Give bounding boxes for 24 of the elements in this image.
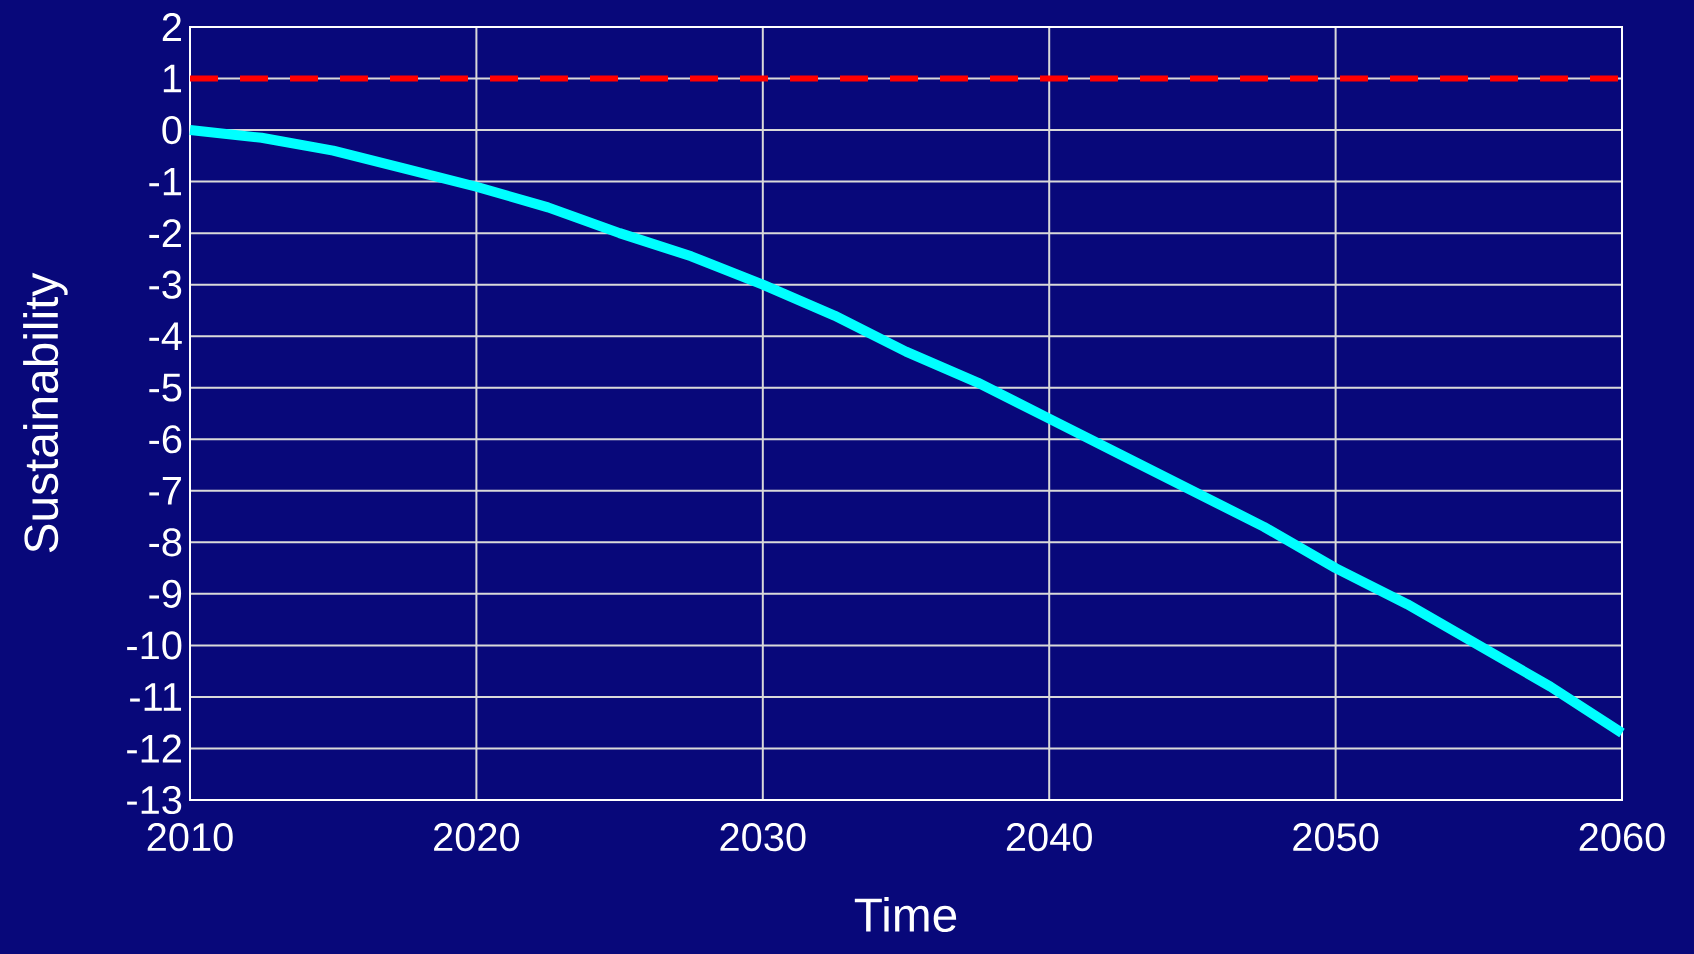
y-tick-label: 2 <box>162 13 181 41</box>
y-tick-label: -8 <box>149 528 182 557</box>
y-tick-label: -2 <box>149 219 181 248</box>
y-axis-title: Sustainability <box>23 272 68 553</box>
x-tick-label: 2050 <box>1293 823 1379 852</box>
y-tick-label: -10 <box>127 631 182 660</box>
y-tick-label: -5 <box>149 373 182 402</box>
y-tick-label: -13 <box>127 785 182 815</box>
y-tick-label: 0 <box>162 115 182 145</box>
x-tick-label: 2060 <box>1579 823 1665 852</box>
y-tick-label: -3 <box>149 270 182 299</box>
x-tick-label: 2040 <box>1006 823 1092 852</box>
y-tick-label: -1 <box>149 167 182 196</box>
y-tick-label: -12 <box>127 734 181 763</box>
x-tick-label: 2030 <box>720 823 806 852</box>
y-tick-label: 1 <box>163 64 182 93</box>
y-tick-label: -9 <box>149 579 182 608</box>
y-tick-label: -7 <box>149 477 181 505</box>
y-tick-label: -4 <box>149 322 182 350</box>
y-tick-label: -6 <box>149 425 182 454</box>
x-tick-label: 2010 <box>147 823 233 852</box>
x-tick-label: 2020 <box>434 823 520 852</box>
y-tick-label: -11 <box>130 683 182 711</box>
x-axis-title: Time <box>854 896 957 933</box>
